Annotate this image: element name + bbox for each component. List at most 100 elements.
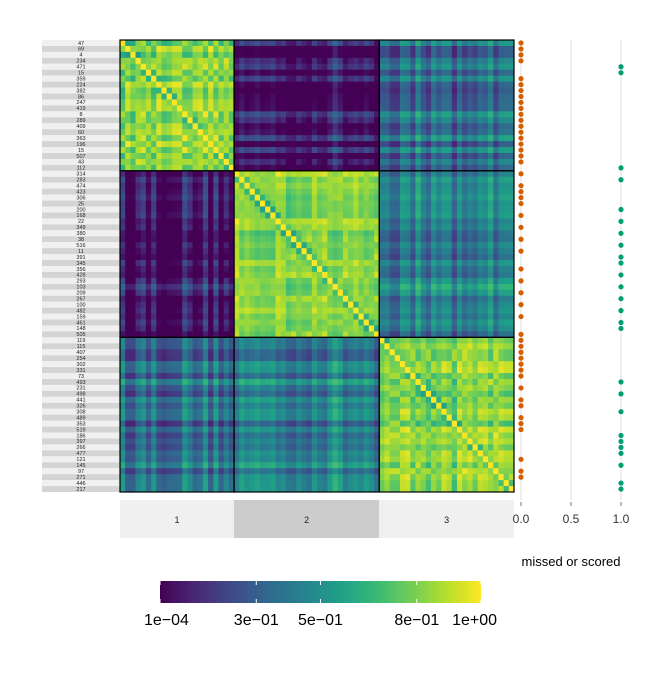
- heatmap-cell: [420, 218, 427, 225]
- heatmap-cell: [228, 188, 235, 196]
- heatmap-cell: [265, 105, 271, 112]
- heatmap-cell: [280, 51, 287, 59]
- heatmap-cell: [125, 384, 131, 392]
- heatmap-cell: [498, 93, 505, 100]
- heatmap-cell: [482, 289, 489, 297]
- heatmap-cell: [208, 63, 214, 71]
- heatmap-cell: [384, 289, 390, 297]
- heatmap-cell: [311, 111, 318, 118]
- heatmap-cell: [374, 355, 380, 362]
- heatmap-cell: [275, 307, 282, 314]
- heatmap-cell: [379, 75, 385, 83]
- heatmap-cell: [218, 129, 225, 136]
- heatmap-cell: [384, 87, 390, 94]
- heatmap-cell: [120, 200, 126, 207]
- heatmap-cell: [182, 373, 188, 380]
- heatmap-cell: [275, 57, 282, 65]
- heatmap-cell: [280, 164, 287, 172]
- heatmap-cell: [135, 87, 142, 94]
- heatmap-cell: [192, 337, 199, 344]
- heatmap-cell: [451, 212, 458, 219]
- heatmap-cell: [477, 361, 484, 368]
- heatmap-cell: [197, 361, 204, 368]
- heatmap-cell: [296, 87, 302, 94]
- heatmap-cell: [317, 271, 323, 279]
- heatmap-cell: [353, 325, 359, 332]
- heatmap-cell: [482, 57, 489, 65]
- heatmap-cell: [166, 45, 173, 53]
- heatmap-cell: [394, 349, 401, 356]
- heatmap-cell: [374, 260, 380, 267]
- heatmap-cell: [441, 69, 447, 77]
- heatmap-cell: [389, 289, 396, 297]
- heatmap-cell: [161, 87, 168, 94]
- heatmap-cell: [384, 230, 390, 237]
- heatmap-cell: [384, 158, 390, 166]
- heatmap-cell: [239, 289, 245, 297]
- heatmap-cell: [327, 390, 333, 398]
- heatmap-cell: [420, 57, 427, 65]
- heatmap-cell: [280, 93, 287, 100]
- heatmap-cell: [405, 343, 411, 350]
- heatmap-cell: [213, 402, 219, 410]
- heatmap-cell: [296, 57, 302, 65]
- heatmap-cell: [234, 147, 240, 154]
- row-labels: 4769423447115359224382862474198289409603…: [76, 41, 85, 493]
- heatmap-cell: [420, 242, 427, 249]
- heatmap-cell: [135, 319, 142, 326]
- heatmap-cell: [301, 218, 308, 225]
- heatmap-cell: [332, 93, 339, 100]
- heatmap-cell: [228, 117, 235, 124]
- heatmap-cell: [337, 57, 344, 65]
- heatmap-cell: [456, 242, 463, 249]
- heatmap-cell: [254, 57, 261, 65]
- heatmap-cell: [410, 390, 416, 398]
- heatmap-cell: [161, 349, 168, 356]
- heatmap-cell: [285, 164, 292, 172]
- heatmap-cell: [182, 212, 188, 219]
- heatmap-cell: [322, 164, 328, 172]
- heatmap-cell: [239, 200, 245, 207]
- heatmap-cell: [451, 224, 458, 231]
- heatmap-cell: [368, 355, 375, 362]
- heatmap-cell: [265, 206, 271, 213]
- heatmap-cell: [197, 414, 204, 422]
- heatmap-cell: [477, 40, 484, 47]
- heatmap-cell: [270, 63, 276, 71]
- heatmap-cell: [337, 402, 344, 410]
- heatmap-cell: [420, 141, 427, 148]
- heatmap-cell: [322, 319, 328, 326]
- heatmap-cell: [446, 206, 453, 213]
- heatmap-cell: [462, 63, 468, 71]
- heatmap-cell: [348, 295, 354, 303]
- heatmap-cell: [187, 307, 193, 314]
- heatmap-cell: [410, 283, 416, 291]
- heatmap-cell: [275, 271, 282, 279]
- heatmap-cell: [244, 414, 250, 422]
- heatmap-cell: [208, 313, 214, 320]
- heatmap-cell: [436, 188, 442, 196]
- heatmap-cell: [493, 51, 499, 59]
- heatmap-cell: [368, 176, 375, 184]
- heatmap-cell: [394, 117, 401, 124]
- heatmap-cell: [503, 111, 510, 118]
- heatmap-cell: [291, 283, 297, 291]
- heatmap-cell: [431, 384, 437, 392]
- heatmap-cell: [327, 206, 333, 213]
- heatmap-cell: [120, 266, 126, 273]
- heatmap-cell: [239, 373, 245, 380]
- heatmap-cell: [228, 283, 235, 291]
- heatmap-cell: [120, 277, 126, 285]
- heatmap-cell: [436, 170, 442, 178]
- heatmap-cell: [451, 123, 458, 130]
- heatmap-cell: [125, 379, 131, 386]
- heatmap-cell: [161, 283, 168, 291]
- heatmap-cell: [120, 117, 126, 124]
- heatmap-cell: [327, 266, 333, 273]
- heatmap-cell: [223, 224, 230, 231]
- heatmap-cell: [488, 242, 494, 249]
- heatmap-cell: [270, 117, 276, 124]
- heatmap-cell: [187, 87, 193, 94]
- heatmap-cell: [177, 147, 183, 154]
- heatmap-cell: [503, 57, 510, 65]
